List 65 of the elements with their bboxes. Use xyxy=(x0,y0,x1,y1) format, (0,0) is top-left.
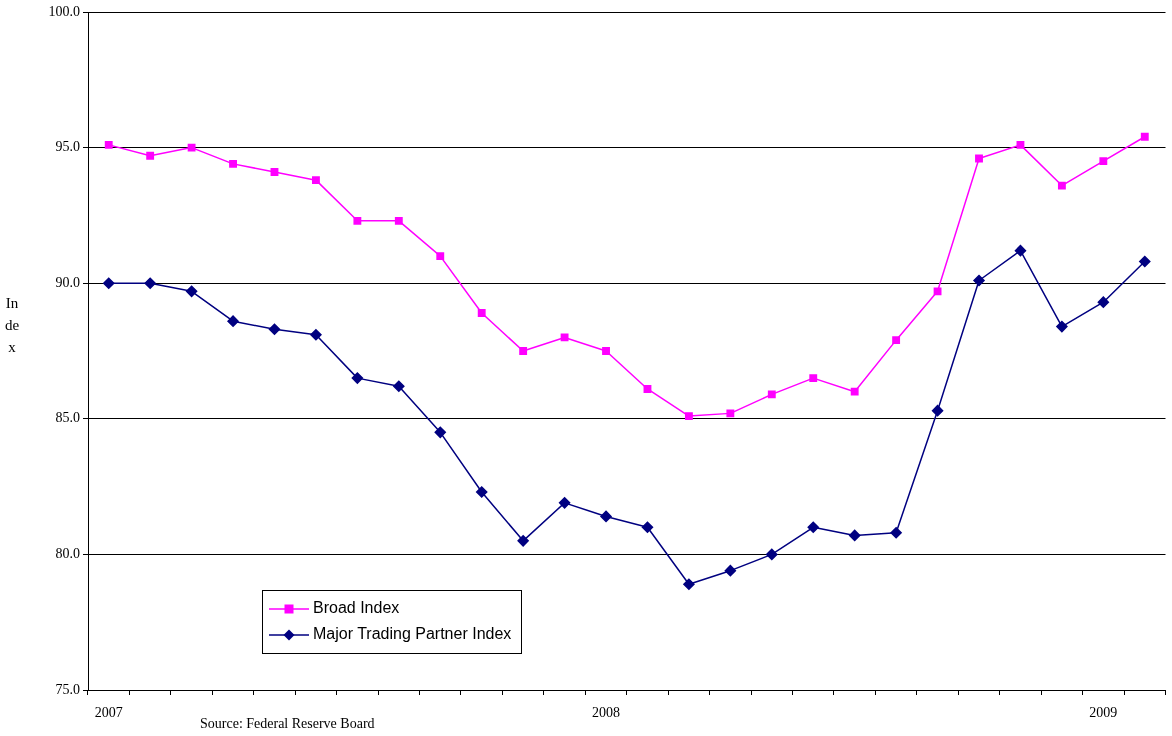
point xyxy=(558,497,571,509)
point xyxy=(602,347,610,355)
point xyxy=(1139,255,1151,268)
legend-label: Broad Index xyxy=(313,599,400,616)
point xyxy=(560,333,569,342)
point xyxy=(724,564,737,577)
y-tick-label: 95.0 xyxy=(55,139,80,155)
point xyxy=(227,315,239,327)
point xyxy=(312,176,320,185)
y-tick-label: 85.0 xyxy=(55,410,80,426)
point xyxy=(436,252,445,261)
y-tick-label: 75.0 xyxy=(55,681,80,697)
point xyxy=(600,510,612,523)
point xyxy=(519,347,528,355)
point xyxy=(684,412,693,421)
point xyxy=(1014,244,1027,257)
point xyxy=(310,328,322,341)
point xyxy=(726,409,735,418)
point xyxy=(1016,140,1025,149)
point xyxy=(394,216,403,225)
y-tick-label: 100.0 xyxy=(48,3,80,19)
point xyxy=(353,216,362,225)
y-tick-label: 80.0 xyxy=(55,546,80,562)
point xyxy=(892,336,901,345)
legend-label: Major Trading Partner Index xyxy=(313,625,512,642)
point xyxy=(187,143,196,152)
point xyxy=(1057,181,1066,190)
point xyxy=(973,274,985,287)
point xyxy=(393,380,405,393)
point xyxy=(229,159,237,168)
source-note: Source: Federal Reserve Board xyxy=(200,716,375,732)
point xyxy=(683,578,695,590)
point xyxy=(1056,320,1068,333)
point xyxy=(641,521,654,534)
point xyxy=(517,535,529,547)
point xyxy=(1099,157,1108,166)
point xyxy=(643,385,652,393)
y-tick-label: 90.0 xyxy=(55,274,80,290)
point xyxy=(931,404,944,417)
point xyxy=(890,526,902,539)
point xyxy=(268,323,281,336)
x-tick-label: 2008 xyxy=(592,705,621,721)
point xyxy=(766,548,778,561)
y-axis-title: Index xyxy=(4,294,20,357)
point xyxy=(850,387,859,396)
point xyxy=(434,426,447,439)
point xyxy=(144,277,156,289)
x-tick-label: 2009 xyxy=(1089,705,1118,721)
point xyxy=(807,521,819,534)
point xyxy=(1140,132,1149,141)
point xyxy=(102,277,115,289)
point xyxy=(848,529,861,542)
point xyxy=(975,154,983,163)
point xyxy=(351,372,364,384)
point xyxy=(809,374,818,383)
point xyxy=(475,486,488,498)
x-tick-label: 2007 xyxy=(94,705,123,721)
point xyxy=(185,285,198,298)
point xyxy=(933,287,942,296)
point xyxy=(477,309,486,317)
point xyxy=(146,151,155,160)
point xyxy=(1097,296,1110,308)
point xyxy=(270,168,279,176)
point xyxy=(767,390,776,399)
point xyxy=(104,140,113,149)
